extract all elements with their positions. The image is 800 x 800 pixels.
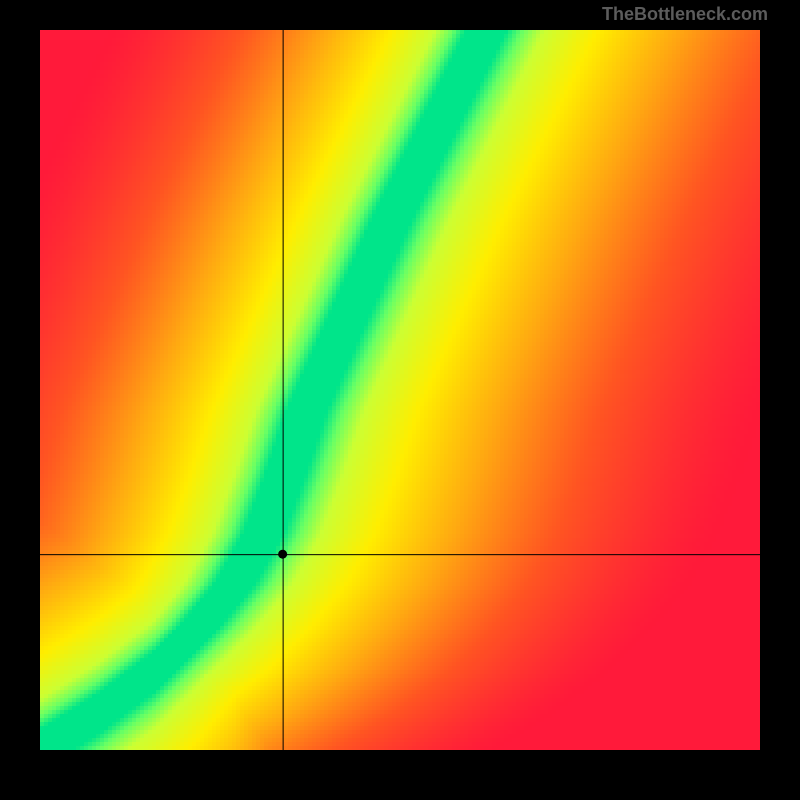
heatmap-plot	[40, 30, 760, 750]
watermark-text: TheBottleneck.com	[602, 4, 768, 25]
heatmap-canvas	[40, 30, 760, 750]
